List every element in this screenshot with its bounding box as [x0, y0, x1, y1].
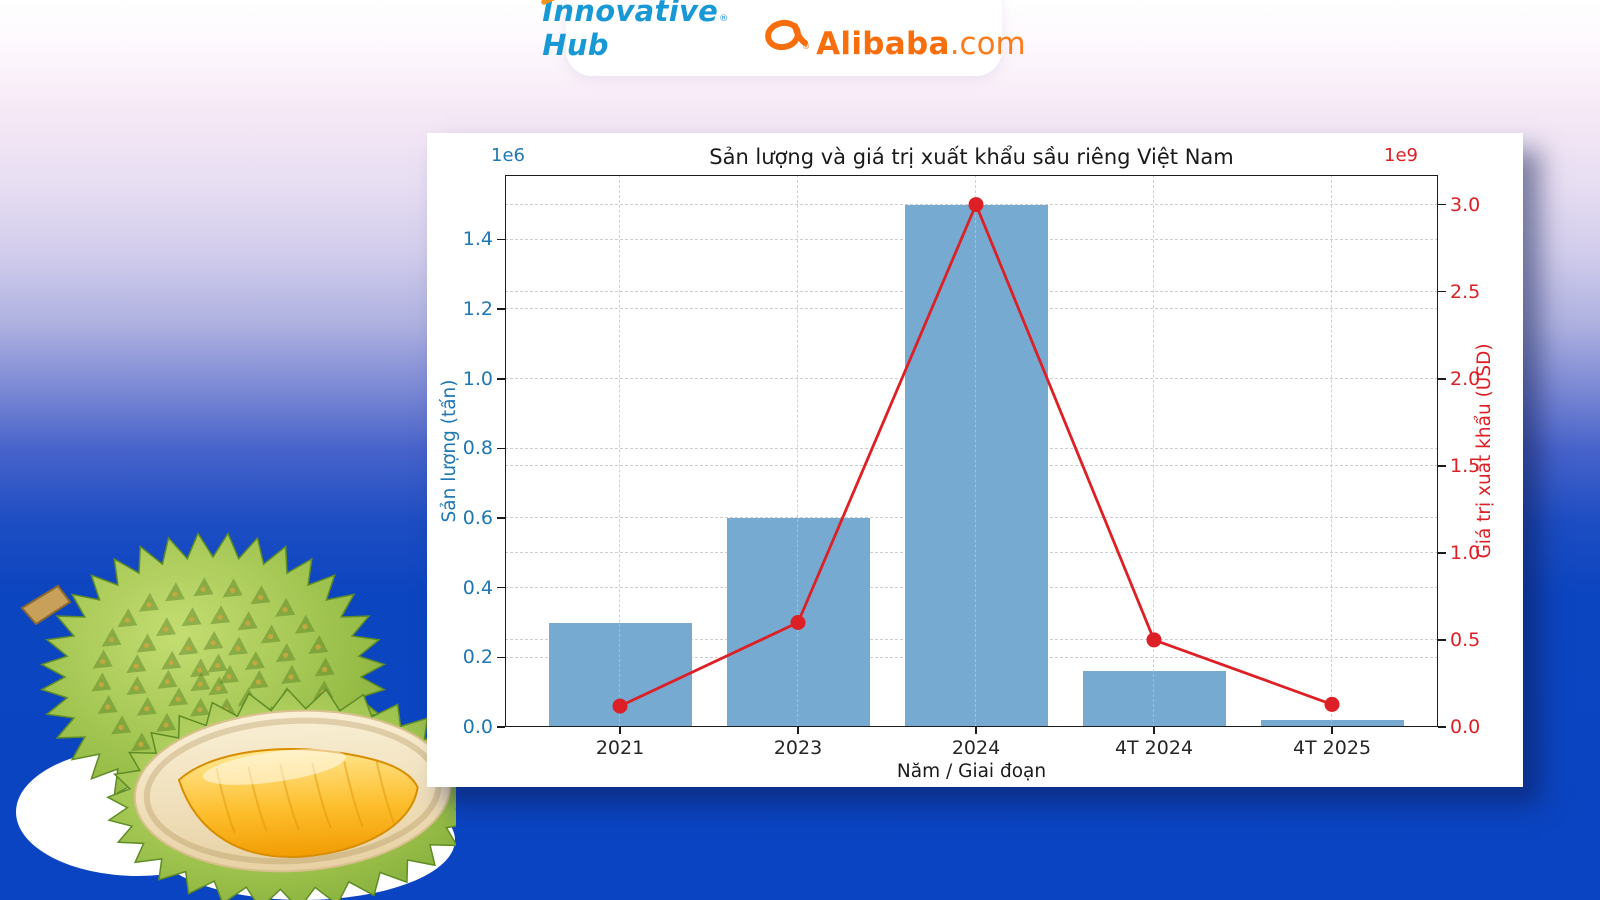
right-tick [1438, 377, 1446, 380]
left-tick-label: 1.2 [462, 298, 493, 321]
gridline-v [619, 175, 621, 727]
left-tick-label: 0.8 [462, 437, 493, 460]
left-tick-label: 0.6 [462, 507, 493, 530]
right-tick [1438, 552, 1446, 554]
left-tick-label: 0.0 [462, 716, 493, 738]
alibaba-smile-icon [765, 19, 809, 51]
durian-illustration [16, 531, 456, 900]
x-tick [1331, 727, 1333, 734]
right-tick-label: 2.0 [1450, 367, 1481, 390]
left-tick [497, 726, 505, 728]
innovative-hub-logo: Innovative Hub ® [541, 0, 729, 62]
right-tick [1438, 203, 1446, 206]
left-tick [497, 586, 505, 589]
left-tick-label: 0.4 [462, 576, 493, 599]
x-axis-label: Năm / Giai đoạn [896, 761, 1047, 782]
right-tick [1438, 290, 1446, 293]
registered-mark: ® [802, 42, 811, 51]
right-tick-label: 0.0 [1450, 716, 1481, 738]
gridline-v [975, 175, 977, 727]
left-tick [497, 377, 505, 380]
plot-area: 1e6 1e9 Sản lượng (tấn) Giá trị xuất khẩ… [439, 145, 1495, 758]
left-tick [497, 308, 505, 310]
left-tick-label: 0.2 [462, 646, 493, 669]
gridline-v [797, 175, 799, 727]
left-tick [497, 517, 505, 519]
chart-card: Sản lượng và giá trị xuất khẩu sầu riêng… [427, 133, 1523, 787]
left-tick [497, 447, 505, 450]
left-tick-label: 1.0 [462, 367, 493, 390]
gridline-v [1331, 175, 1333, 727]
gridline-v [1153, 175, 1155, 727]
right-tick-label: 2.5 [1450, 280, 1481, 303]
x-tick [1153, 727, 1155, 734]
x-tick-label: 4T 2025 [1292, 737, 1372, 759]
x-tick [619, 727, 621, 734]
x-tick-label: 4T 2024 [1114, 737, 1194, 759]
right-tick-label: 1.5 [1450, 454, 1481, 477]
alibaba-dotcom: .com [949, 26, 1026, 62]
chart-title: Sản lượng và giá trị xuất khẩu sầu riêng… [709, 145, 1234, 169]
right-axis-offset: 1e9 [1384, 145, 1418, 166]
right-tick [1438, 639, 1446, 641]
x-tick-label: 2023 [773, 737, 823, 759]
right-tick-label: 0.5 [1450, 628, 1481, 651]
right-tick [1438, 726, 1446, 728]
x-tick-label: 2024 [951, 737, 1001, 759]
left-axis-offset: 1e6 [491, 145, 525, 166]
right-tick-label: 3.0 [1450, 193, 1481, 216]
registered-mark: ® [719, 14, 729, 24]
x-tick-label: 2021 [595, 737, 645, 759]
header-brand-pill: Innovative Hub ® ® Alibaba .com [541, 0, 1026, 76]
left-tick [497, 238, 505, 241]
right-tick-label: 1.0 [1450, 541, 1481, 564]
x-tick [975, 727, 977, 734]
x-tick [797, 727, 799, 734]
alibaba-wordmark: Alibaba [816, 26, 950, 62]
alibaba-logo: ® Alibaba .com [762, 12, 1026, 62]
innovative-hub-wordmark: Innovative Hub [542, 0, 719, 62]
left-tick [497, 656, 505, 659]
right-tick [1438, 465, 1446, 467]
left-tick-label: 1.4 [462, 228, 493, 251]
